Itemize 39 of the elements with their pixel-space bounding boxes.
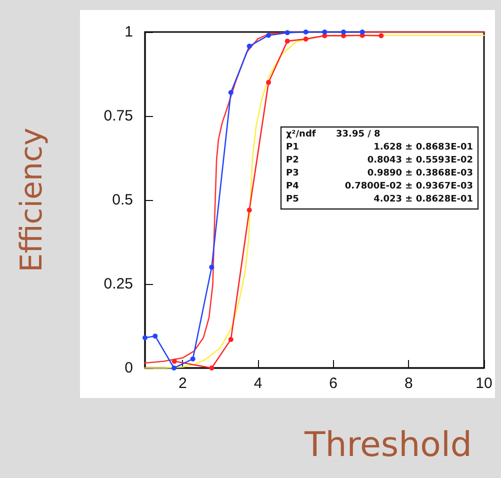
text: P5 4.023 ± 0.8628E-01 xyxy=(286,194,473,204)
point xyxy=(378,33,384,38)
y-tick-label: 0.5 xyxy=(112,192,133,208)
x-tick-label: 10 xyxy=(476,375,492,392)
point xyxy=(303,30,308,34)
x-tick-label: 8 xyxy=(404,375,413,392)
point xyxy=(209,366,214,370)
y-tick-label: 1 xyxy=(124,24,133,40)
y-tick-label: 0.25 xyxy=(104,276,133,292)
point xyxy=(172,358,177,364)
point xyxy=(152,334,158,339)
point xyxy=(209,264,214,270)
point xyxy=(246,44,252,49)
point xyxy=(341,30,346,34)
point xyxy=(228,336,234,342)
point xyxy=(228,90,234,95)
text: χ²/ndf 33.95 / 8 xyxy=(286,130,380,140)
y-axis-title: Efficiency xyxy=(14,128,50,272)
point xyxy=(284,38,290,44)
point xyxy=(172,366,177,370)
point xyxy=(303,36,308,42)
point xyxy=(142,335,148,340)
point xyxy=(360,30,365,34)
point xyxy=(266,32,272,38)
point xyxy=(284,30,290,36)
text: P4 0.7800E-02 ± 0.9367E-03 xyxy=(286,182,473,192)
text: P2 0.8043 ± 0.5593E-02 xyxy=(286,156,473,166)
x-tick-label: 2 xyxy=(178,375,187,392)
x-axis-title: Threshold xyxy=(303,425,472,465)
point xyxy=(190,356,196,362)
x-tick-label: 6 xyxy=(329,375,338,392)
point xyxy=(322,30,328,34)
point xyxy=(266,80,272,85)
text: P3 0.9890 ± 0.3868E-03 xyxy=(286,168,473,178)
y-tick-label: 0.75 xyxy=(104,108,133,124)
x-tick-label: 4 xyxy=(254,375,262,392)
point xyxy=(246,208,252,213)
y-tick-label: 0 xyxy=(124,360,133,376)
text: P1 1.628 ± 0.8683E-01 xyxy=(286,142,473,152)
